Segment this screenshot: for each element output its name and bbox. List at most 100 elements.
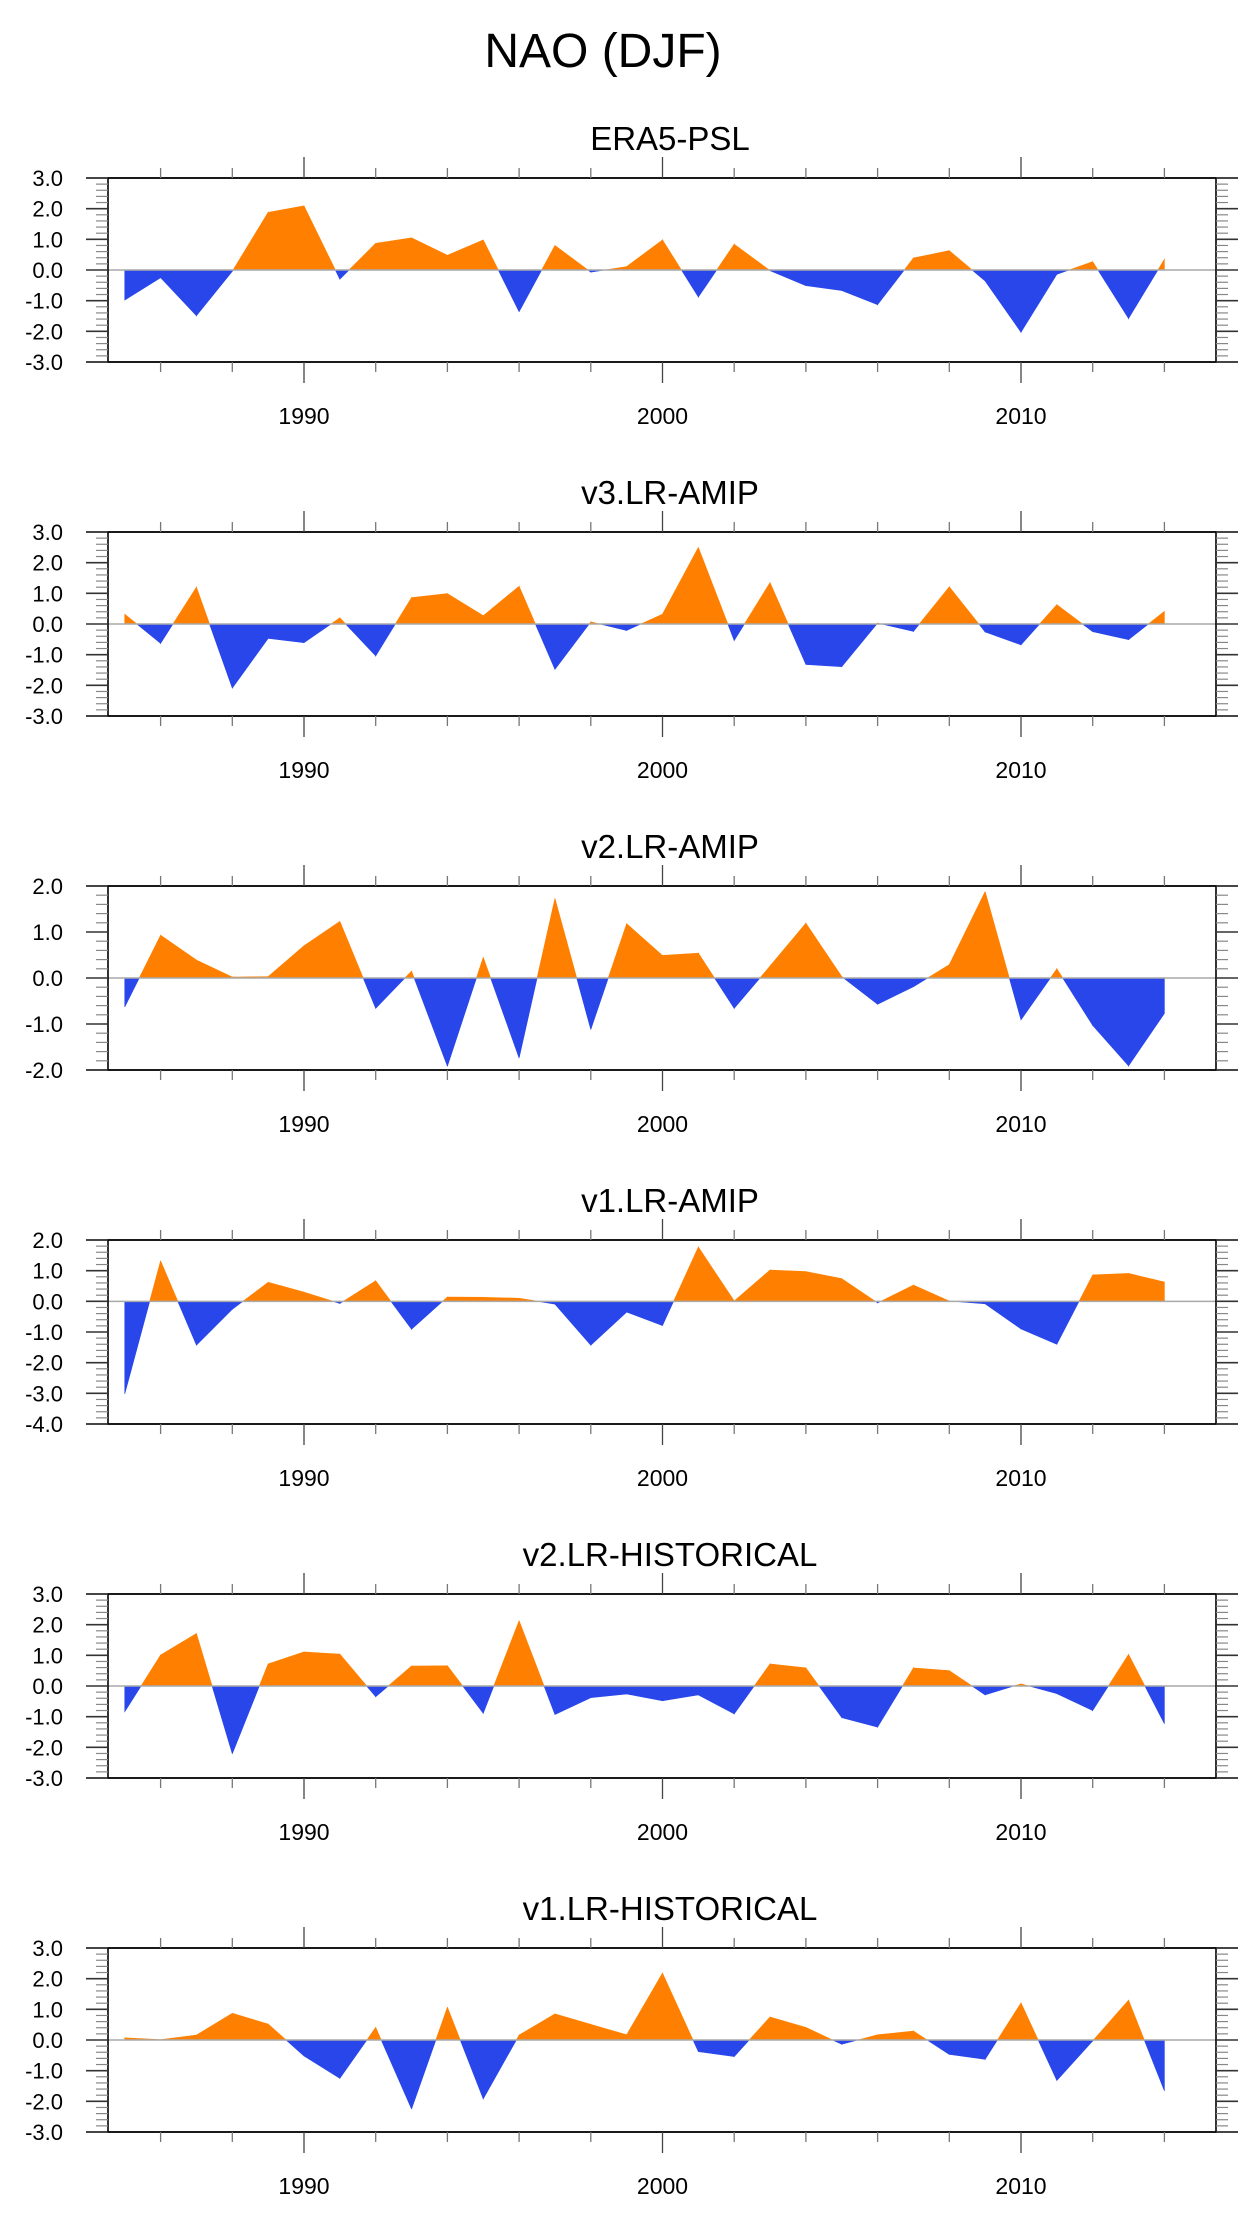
positive-area <box>949 1670 973 1687</box>
positive-area <box>196 1633 213 1687</box>
negative-area <box>626 1301 663 1326</box>
negative-area <box>411 1301 444 1330</box>
negative-area <box>692 2039 699 2052</box>
negative-area <box>1092 977 1129 1067</box>
negative-area <box>124 1301 151 1395</box>
y-tick-label: -1.0 <box>25 643 63 668</box>
positive-area <box>435 2007 448 2041</box>
negative-area <box>590 1301 627 1346</box>
negative-area <box>375 623 396 657</box>
positive-area <box>877 2030 914 2041</box>
negative-area <box>769 269 807 287</box>
negative-area <box>805 623 843 667</box>
positive-area <box>447 2007 461 2041</box>
positive-area <box>476 957 484 979</box>
positive-area <box>267 1281 305 1302</box>
positive-area <box>753 1662 771 1687</box>
y-tick-label: 3.0 <box>32 166 63 191</box>
positive-area <box>733 1269 771 1302</box>
positive-area <box>411 970 415 979</box>
negative-area <box>680 269 699 299</box>
positive-area <box>913 250 950 271</box>
negative-area <box>733 1685 755 1715</box>
y-tick-label: 1.0 <box>32 1259 63 1284</box>
positive-area <box>554 2013 592 2041</box>
x-tick-label: 1990 <box>278 1819 329 1845</box>
y-tick-label: 2.0 <box>32 1967 63 1992</box>
positive-area <box>232 2012 269 2041</box>
positive-area <box>554 244 589 271</box>
negative-area <box>877 977 914 1005</box>
positive-area <box>949 250 973 271</box>
x-tick-label: 1990 <box>278 1111 329 1137</box>
negative-area <box>842 977 878 1005</box>
negative-area <box>285 2039 305 2057</box>
positive-area <box>662 1973 694 2041</box>
negative-area <box>411 2039 437 2110</box>
negative-area <box>984 1685 1015 1696</box>
y-tick-label: -3.0 <box>25 1381 63 1406</box>
panel-era5-psl: ERA5-PSL 1990 2000 2010 3.0 2.0 1.0 0.0 -1.0 -2.0… <box>25 120 1238 429</box>
positive-area <box>1092 1999 1129 2041</box>
y-tick-label: 0.0 <box>32 258 63 283</box>
negative-area <box>733 977 761 1010</box>
negative-area <box>209 623 233 689</box>
y-tick-label: 0.0 <box>32 966 63 991</box>
positive-area <box>918 586 950 625</box>
positive-area <box>258 1663 269 1687</box>
negative-area <box>818 1685 843 1719</box>
positive-area <box>607 923 627 979</box>
positive-area <box>447 1664 464 1687</box>
negative-area <box>590 1685 627 1698</box>
panel-title: ERA5-PSL <box>590 120 750 157</box>
x-tick-label: 2000 <box>637 757 688 783</box>
x-tick-label: 2000 <box>637 1111 688 1137</box>
positive-area <box>375 2027 382 2041</box>
positive-area <box>926 964 950 979</box>
positive-area <box>267 945 305 979</box>
negative-area <box>1128 623 1150 641</box>
positive-area <box>303 205 336 271</box>
positive-area <box>536 898 556 979</box>
negative-area <box>971 1685 986 1696</box>
negative-area <box>926 2039 950 2055</box>
negative-area <box>124 1685 142 1713</box>
negative-area <box>590 977 609 1030</box>
positive-area <box>411 593 448 625</box>
positive-area <box>913 1284 950 1302</box>
y-tick-label: -2.0 <box>25 673 63 698</box>
negative-area <box>576 977 592 1030</box>
positive-area <box>375 1279 392 1302</box>
negative-area <box>554 623 590 671</box>
positive-area <box>1128 1273 1165 1302</box>
negative-area <box>1037 2039 1058 2081</box>
negative-area <box>518 977 538 1059</box>
positive-area <box>303 1291 334 1302</box>
positive-area <box>880 1284 914 1302</box>
positive-area <box>482 957 492 979</box>
positive-area <box>1092 260 1099 271</box>
positive-area <box>339 921 364 979</box>
negative-area <box>1020 623 1041 646</box>
negative-area <box>334 269 341 280</box>
x-tick-label: 1990 <box>278 403 329 429</box>
positive-area <box>759 965 771 979</box>
positive-area <box>805 1666 820 1687</box>
negative-area <box>698 2039 735 2057</box>
positive-area <box>447 593 484 625</box>
y-tick-label: 2.0 <box>32 1613 63 1638</box>
x-tick-label: 2010 <box>995 757 1046 783</box>
negative-area <box>978 623 986 633</box>
negative-area <box>1062 977 1093 1027</box>
positive-area <box>232 211 269 271</box>
positive-area <box>196 959 233 979</box>
panel-title: v2.LR-AMIP <box>581 828 759 865</box>
y-tick-label: 0.0 <box>32 1289 63 1314</box>
panel-title: v3.LR-AMIP <box>581 474 759 511</box>
x-tick-label: 2000 <box>637 1819 688 1845</box>
positive-area <box>394 596 412 625</box>
positive-area <box>1078 1274 1093 1302</box>
negative-area <box>698 1685 735 1715</box>
negative-area <box>1143 2039 1165 2092</box>
y-tick-label: 0.0 <box>32 2028 63 2053</box>
